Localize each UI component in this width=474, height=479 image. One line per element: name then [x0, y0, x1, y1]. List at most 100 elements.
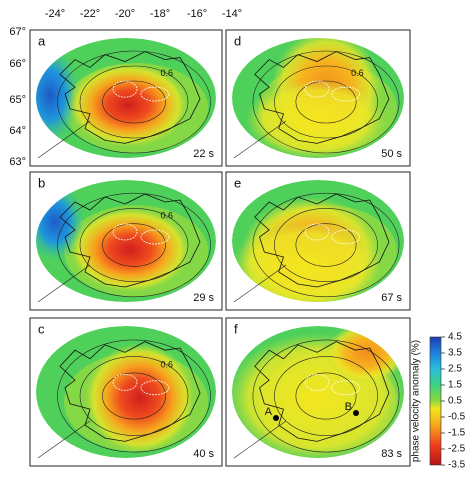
contour — [274, 208, 378, 282]
latitude-label: 64° — [9, 125, 26, 137]
ice-cap — [112, 373, 138, 391]
ice-cap — [112, 80, 138, 98]
contour — [79, 65, 189, 139]
profile-line — [37, 264, 91, 303]
contour — [274, 65, 378, 139]
colorbar-tick-label: 4.5 — [448, 332, 462, 343]
station-label: A — [265, 406, 273, 418]
ice-cap — [140, 229, 170, 245]
longitude-label: -20° — [115, 8, 135, 20]
anomaly — [36, 45, 80, 145]
ice-cap — [331, 380, 361, 396]
colorbar-tick-label: 2.5 — [448, 364, 462, 375]
coastline — [59, 341, 201, 442]
period-label: 83 s — [381, 448, 402, 460]
ice-cap — [140, 86, 170, 102]
map-panel: b 29 s 0.6 — [29, 171, 223, 311]
panels: a 22 s 0.6 b 29 s 0.6 c 40 s 0.6 d 50 s 0.6 e 67 s f 83… — [29, 29, 411, 467]
longitude-label: -24° — [45, 8, 65, 20]
colorbar-tick-label: 3.5 — [448, 348, 462, 359]
contour — [57, 192, 211, 298]
ice-cap — [331, 86, 361, 102]
contour-label: 0.6 — [351, 68, 364, 78]
panel-letter: a — [38, 33, 46, 48]
anomaly — [246, 80, 386, 158]
contour — [79, 208, 189, 282]
colorbar-tick-label: 0.5 — [448, 396, 462, 407]
period-label: 50 s — [381, 148, 402, 160]
longitude-label: -16° — [187, 8, 207, 20]
station-point — [353, 410, 359, 416]
map-panel: c 40 s 0.6 — [29, 317, 223, 467]
map-panel: a 22 s 0.6 — [29, 29, 223, 167]
colorbar-tick-label: -1.5 — [448, 428, 466, 439]
contour — [295, 372, 357, 420]
map-panel: f 83 s A B — [225, 317, 411, 467]
panel-letter: e — [234, 175, 241, 190]
profile-line — [233, 264, 287, 303]
contour — [57, 339, 211, 453]
ice-cap — [304, 223, 330, 241]
map-panel: e 67 s — [225, 171, 411, 311]
anomaly — [68, 63, 188, 147]
contour — [79, 356, 189, 436]
coastline — [254, 51, 390, 144]
colorbar-tick-label: -2.5 — [448, 444, 466, 455]
contour — [102, 372, 166, 420]
contour — [57, 50, 211, 154]
station-label: B — [345, 401, 352, 413]
latitude-label: 67° — [9, 26, 26, 38]
period-label: 22 s — [193, 148, 214, 160]
coastline — [254, 193, 390, 288]
station-point — [273, 415, 279, 421]
profile-line — [37, 120, 91, 159]
coastline — [254, 341, 390, 442]
panel-letter: b — [38, 175, 45, 190]
panel-letter: d — [234, 33, 241, 48]
map-panel: d 50 s 0.6 — [225, 29, 411, 167]
colorbar-tick-label: -3.5 — [448, 460, 466, 471]
latitude-label: 66° — [9, 58, 26, 70]
colorbar — [429, 336, 442, 466]
contour — [274, 356, 378, 436]
panel-letter: c — [38, 321, 45, 336]
period-label: 40 s — [193, 448, 214, 460]
contour — [102, 223, 166, 267]
profile-line — [233, 120, 287, 159]
colorbar-tick-label: -0.5 — [448, 412, 466, 423]
ice-cap — [140, 380, 170, 396]
profile-line — [37, 420, 91, 459]
contour-label: 0.6 — [161, 68, 174, 78]
anomaly — [70, 208, 190, 292]
contour — [295, 80, 357, 124]
contour — [252, 50, 400, 154]
coastline — [59, 193, 201, 288]
contour — [252, 192, 400, 298]
longitude-label: -22° — [80, 8, 100, 20]
ice-cap — [331, 229, 361, 245]
contour-label: 0.6 — [161, 360, 174, 370]
longitude-label: -14° — [222, 8, 242, 20]
contour — [295, 223, 357, 267]
profile-line — [233, 420, 287, 459]
period-label: 67 s — [381, 292, 402, 304]
latitude-label: 63° — [9, 156, 26, 168]
contour — [252, 339, 400, 453]
ice-cap — [304, 373, 330, 391]
ice-cap — [112, 223, 138, 241]
contour-label: 0.6 — [161, 211, 174, 221]
anomaly — [232, 222, 381, 302]
colorbar-tick-label: 1.5 — [448, 380, 462, 391]
ice-cap — [304, 80, 330, 98]
map-field — [36, 326, 216, 458]
colorbar-label: phase velocity anomaly (%) — [411, 340, 422, 462]
map-field — [232, 180, 404, 302]
latitude-label: 65° — [9, 94, 26, 106]
anomaly — [85, 343, 195, 453]
panel-letter: f — [234, 321, 238, 336]
coastline — [59, 51, 201, 144]
period-label: 29 s — [193, 292, 214, 304]
longitude-label: -18° — [150, 8, 170, 20]
contour — [102, 80, 166, 124]
